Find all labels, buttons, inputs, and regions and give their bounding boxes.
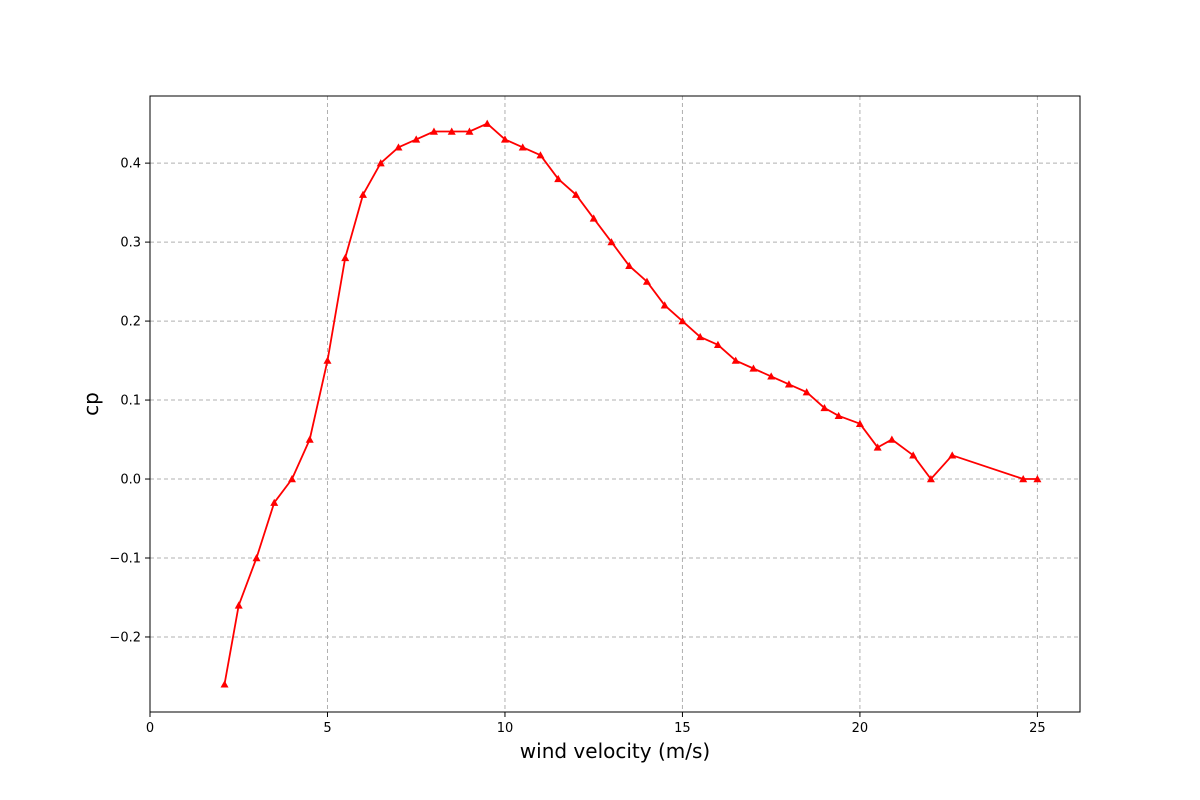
data-point bbox=[323, 356, 332, 364]
x-tick-label: 15 bbox=[674, 721, 691, 736]
data-point bbox=[518, 143, 527, 151]
data-point bbox=[948, 451, 957, 459]
y-tick-label: 0.0 bbox=[120, 473, 141, 488]
data-point bbox=[909, 451, 918, 459]
y-axis: −0.2 −0.1 0.0 0.1 0.2 0.3 0.4 bbox=[109, 157, 150, 645]
y-tick-label: −0.2 bbox=[109, 630, 141, 645]
data-point bbox=[483, 119, 492, 127]
series-line bbox=[223, 122, 1038, 685]
data-point bbox=[447, 127, 456, 135]
x-tick-label: 25 bbox=[1029, 721, 1046, 736]
data-point bbox=[429, 127, 438, 135]
data-point bbox=[784, 380, 793, 388]
data-point bbox=[589, 214, 598, 222]
data-point bbox=[802, 388, 811, 396]
x-tick-label: 5 bbox=[323, 721, 331, 736]
x-tick-label: 0 bbox=[146, 721, 154, 736]
y-tick-label: 0.2 bbox=[120, 315, 141, 330]
data-point bbox=[855, 419, 864, 427]
data-point bbox=[820, 403, 829, 412]
data-point bbox=[341, 253, 350, 262]
data-point bbox=[220, 680, 229, 688]
data-point bbox=[234, 601, 243, 609]
data-point bbox=[607, 238, 616, 246]
grid bbox=[150, 96, 1080, 712]
data-point bbox=[678, 317, 687, 325]
y-tick-label: −0.1 bbox=[109, 552, 141, 567]
data-point bbox=[660, 301, 669, 309]
data-point bbox=[887, 435, 896, 443]
data-point bbox=[749, 364, 758, 372]
y-tick-label: 0.4 bbox=[120, 157, 141, 172]
data-point bbox=[554, 174, 563, 183]
data-point bbox=[252, 554, 261, 562]
data-point bbox=[465, 127, 474, 135]
data-point bbox=[412, 135, 421, 143]
data-point bbox=[731, 356, 740, 364]
y-axis-label: cp bbox=[79, 392, 103, 416]
data-point bbox=[500, 135, 509, 143]
data-point bbox=[713, 340, 722, 348]
x-tick-label: 20 bbox=[852, 721, 869, 736]
data-point bbox=[1033, 475, 1042, 483]
data-point bbox=[642, 277, 651, 285]
data-point bbox=[305, 435, 314, 443]
data-point bbox=[358, 190, 367, 198]
data-point bbox=[571, 190, 580, 198]
data-point bbox=[536, 151, 545, 159]
data-point bbox=[873, 443, 882, 451]
x-tick-label: 10 bbox=[497, 721, 514, 736]
y-tick-label: 0.1 bbox=[120, 394, 141, 409]
data-point bbox=[834, 411, 843, 420]
x-axis-label: wind velocity (m/s) bbox=[520, 739, 710, 763]
data-point bbox=[287, 475, 296, 483]
y-tick-label: 0.3 bbox=[120, 236, 141, 251]
x-axis: 0 5 10 15 20 25 bbox=[146, 712, 1046, 736]
data-point bbox=[394, 143, 403, 151]
data-point bbox=[376, 159, 385, 167]
data-point bbox=[625, 261, 634, 269]
data-point bbox=[926, 475, 935, 483]
plot-frame bbox=[149, 95, 1081, 713]
series-layer bbox=[220, 119, 1042, 688]
data-point bbox=[696, 332, 705, 341]
data-point bbox=[270, 498, 279, 506]
data-point bbox=[1019, 475, 1028, 483]
data-point bbox=[767, 372, 776, 380]
